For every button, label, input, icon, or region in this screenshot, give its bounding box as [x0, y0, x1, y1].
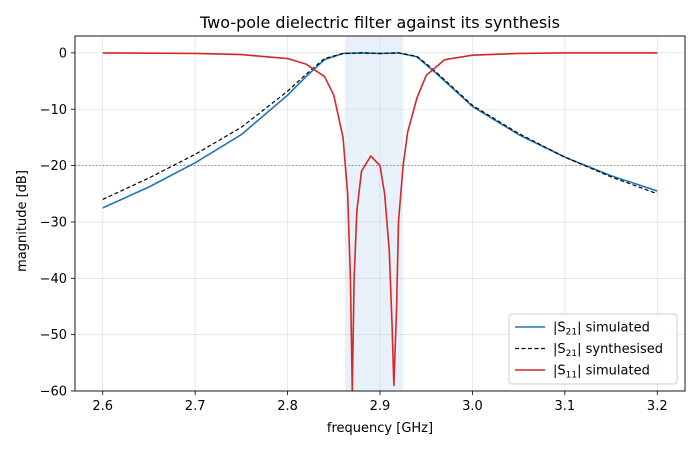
- legend-label-3: |S11| simulated: [553, 364, 650, 381]
- legend-label-rest: | synthesised: [577, 342, 663, 357]
- legend-label-subscript: 21: [566, 349, 577, 359]
- legend-label-main: |S: [553, 321, 566, 336]
- y-tick-label: −60: [40, 385, 67, 400]
- chart-title: Two-pole dielectric filter against its s…: [199, 13, 560, 32]
- legend: |S21| simulated|S21| synthesised|S11| si…: [508, 313, 678, 385]
- legend-label-main: |S: [553, 342, 566, 357]
- passband-shading: [344, 36, 404, 391]
- y-tick-label: −20: [40, 159, 67, 174]
- legend-label-rest: | simulated: [577, 364, 650, 379]
- legend-label-1: |S21| simulated: [553, 321, 650, 338]
- y-tick-label: −50: [40, 328, 67, 343]
- legend-box: [508, 313, 678, 385]
- x-tick-label: 3.1: [555, 399, 576, 414]
- series-group: [102, 52, 658, 391]
- x-tick-label: 3.2: [647, 399, 668, 414]
- x-tick-label: 2.8: [277, 399, 298, 414]
- legend-label-2: |S21| synthesised: [553, 342, 663, 359]
- series-line-2: [102, 52, 658, 200]
- legend-label-main: |S: [553, 364, 566, 379]
- y-tick-label: −30: [40, 215, 67, 230]
- y-tick-label: 0: [59, 46, 67, 61]
- y-tick-label: −10: [40, 103, 67, 118]
- x-tick-label: 2.9: [370, 399, 391, 414]
- legend-label-subscript: 11: [566, 371, 577, 381]
- x-tick-label: 2.7: [185, 399, 206, 414]
- x-tick-label: 2.6: [92, 399, 113, 414]
- legend-label-rest: | simulated: [577, 321, 650, 336]
- y-tick-label: −40: [40, 272, 67, 287]
- legend-label-subscript: 21: [566, 328, 577, 338]
- x-tick-label: 3.0: [462, 399, 483, 414]
- y-axis-label: magnitude [dB]: [15, 170, 30, 272]
- axes-frame: [74, 35, 686, 392]
- series-line-3: [102, 52, 658, 391]
- x-axis-label: frequency [GHz]: [327, 421, 433, 436]
- plot-area: 2.6 2.7 2.8 2.9 3.0 3.1 3.2 0 −10 −20 −30 −40 −50 −60: [40, 35, 686, 414]
